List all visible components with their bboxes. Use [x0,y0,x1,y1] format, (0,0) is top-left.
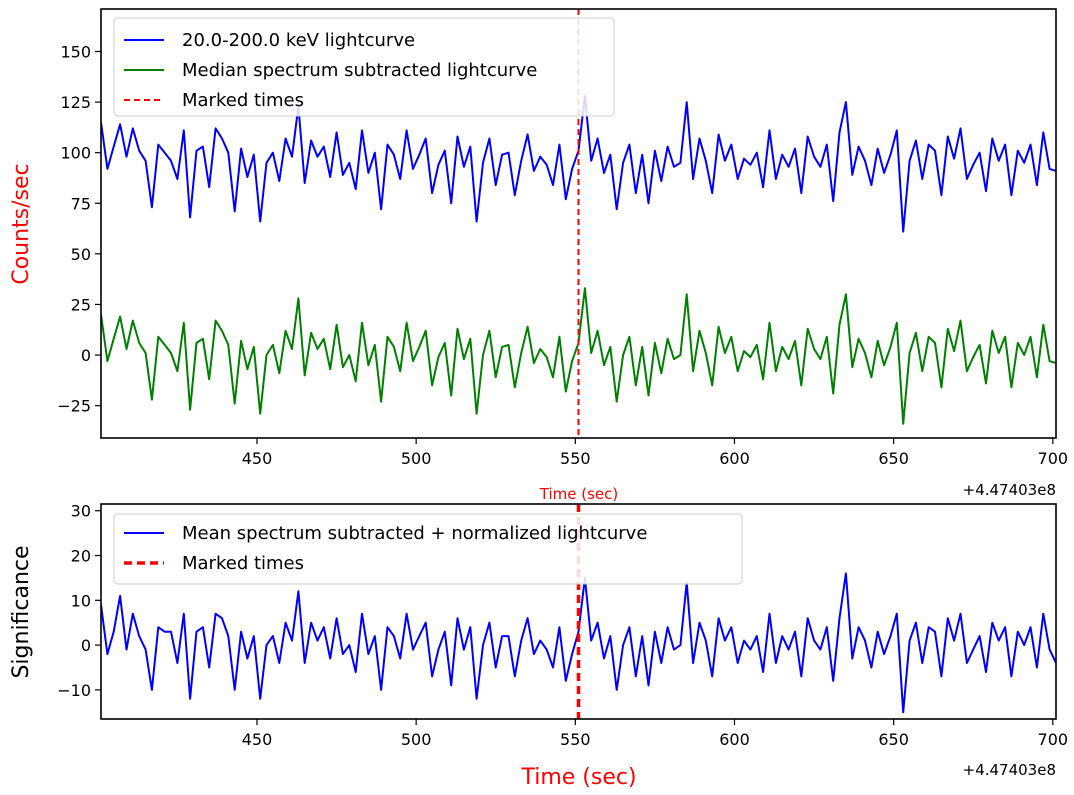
top-y-tick-label: 100 [60,144,91,163]
top-x-offset-label: +4.47403e8 [963,481,1056,499]
top-legend-entry: Median spectrum subtracted lightcurve [182,60,537,81]
bottom-x-tick-label: 700 [1038,730,1069,749]
bottom-panel: 450 500 550 600 650 700 −10 0 10 20 30 [57,502,1068,749]
top-x-tick-label: 700 [1038,449,1069,468]
bottom-axes-frame [100,503,1057,720]
top-legend-box [113,17,615,117]
bottom-series-line-primary [101,572,1056,714]
top-y-tick-label: 0 [81,346,91,365]
top-legend-entry: Marked times [182,90,304,111]
bottom-legend-entry: Mean spectrum subtracted + normalized li… [182,523,647,544]
bottom-legend-entry: Marked times [182,553,304,574]
bottom-x-offset-label: +4.47403e8 [963,761,1056,779]
bottom-x-tick-label: 600 [719,730,750,749]
top-legend: 20.0-200.0 keV lightcurve Median spectru… [113,17,615,117]
top-ylabel: Counts/sec [9,163,34,284]
bottom-x-tick-label: 650 [878,730,909,749]
bottom-y-tick-label: 0 [81,636,91,655]
bottom-xlabel: Time (sec) [520,765,636,790]
bottom-y-tick-label: 10 [71,591,91,610]
top-xlabel: Time (sec) [539,485,618,503]
bottom-y-tick-label: −10 [57,681,91,700]
bottom-x-tick-label: 550 [560,730,591,749]
top-x-tick-label: 650 [878,449,909,468]
bottom-y-tick-label: 20 [71,547,91,566]
top-y-tick-label: 50 [71,245,91,264]
top-y-tick-label: 150 [60,42,91,61]
top-axes-frame [100,8,1057,439]
top-y-tick-label: −25 [57,397,91,416]
top-legend-entry: 20.0-200.0 keV lightcurve [182,30,415,51]
bottom-legend-box [113,513,743,585]
top-x-tick-label: 550 [560,449,591,468]
top-y-tick-label: 125 [60,93,91,112]
bottom-x-tick-label: 500 [401,730,432,749]
top-x-tick-label: 600 [719,449,750,468]
top-x-tick-label: 500 [401,449,432,468]
bottom-legend: Mean spectrum subtracted + normalized li… [113,513,743,585]
bottom-y-tick-label: 30 [71,502,91,521]
bottom-ylabel: Significance [9,545,34,678]
top-y-tick-label: 75 [71,194,91,213]
top-y-tick-label: 25 [71,295,91,314]
bottom-x-tick-label: 450 [242,730,273,749]
top-x-tick-label: 450 [242,449,273,468]
